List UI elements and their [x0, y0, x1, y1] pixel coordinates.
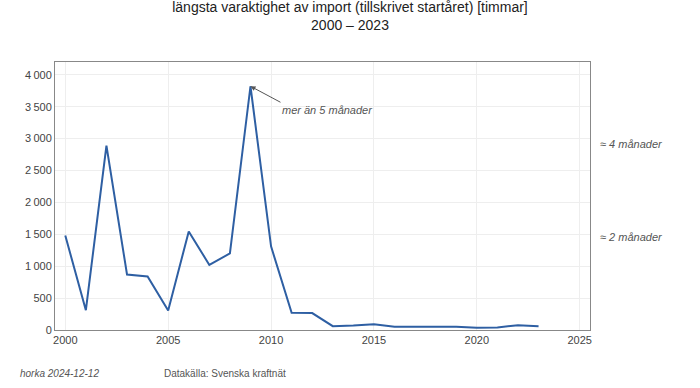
svg-text:0: 0 [46, 324, 52, 336]
svg-text:1 000: 1 000 [25, 260, 52, 272]
svg-text:≈ 4 månader: ≈ 4 månader [600, 138, 663, 150]
svg-text:3 000: 3 000 [25, 132, 52, 144]
svg-text:500: 500 [33, 292, 51, 304]
svg-text:2 500: 2 500 [25, 164, 52, 176]
svg-text:4 000: 4 000 [25, 69, 52, 81]
svg-text:2010: 2010 [259, 334, 283, 346]
svg-text:2005: 2005 [156, 334, 180, 346]
svg-text:1 500: 1 500 [25, 228, 52, 240]
svg-text:längsta varaktighet av import: längsta varaktighet av import (tillskriv… [172, 0, 528, 33]
svg-text:horka 2024-12-12: horka 2024-12-12 [20, 368, 99, 379]
svg-text:2025: 2025 [567, 334, 591, 346]
svg-text:mer än 5 månader: mer än 5 månader [282, 104, 373, 116]
svg-text:2000: 2000 [53, 334, 77, 346]
svg-text:2020: 2020 [465, 334, 489, 346]
svg-text:Datakälla: Svenska kraftnät: Datakälla: Svenska kraftnät [164, 368, 286, 379]
svg-text:3 500: 3 500 [25, 101, 52, 113]
svg-text:2 000: 2 000 [25, 196, 52, 208]
svg-text:2015: 2015 [362, 334, 386, 346]
svg-text:≈ 2 månader: ≈ 2 månader [600, 231, 663, 243]
